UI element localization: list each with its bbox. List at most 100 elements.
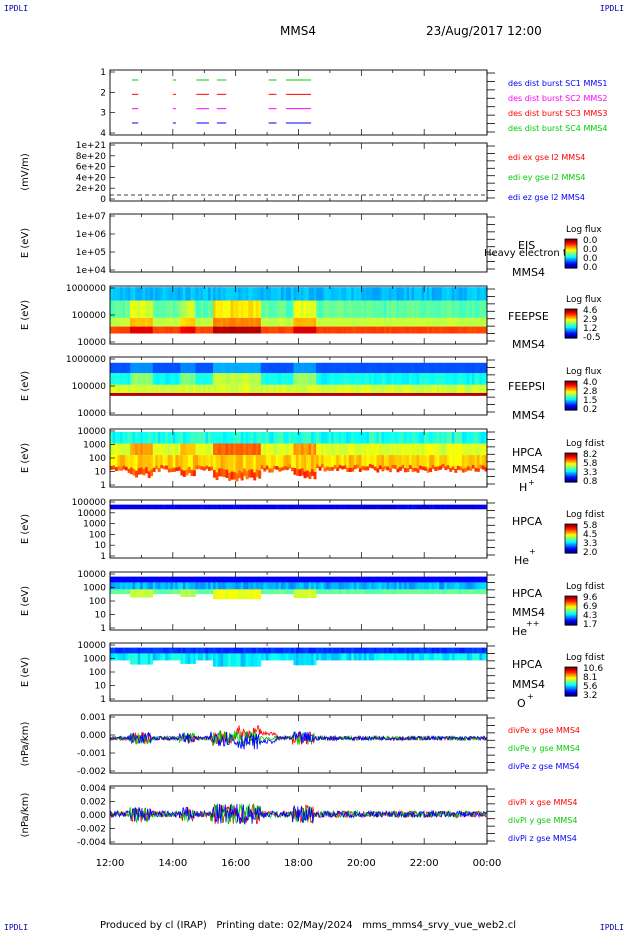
spectrogram-cell <box>285 287 289 301</box>
spectrogram-cell <box>426 504 430 510</box>
spectrogram-cell <box>218 326 221 334</box>
spectrogram-cell <box>366 431 370 444</box>
spectrogram-cell <box>165 647 169 654</box>
spectrogram-cell <box>210 443 214 456</box>
spectrogram-cell <box>280 326 284 334</box>
colorbar-segment <box>565 313 577 316</box>
colorbar-segment <box>565 455 577 458</box>
spectrogram-cell <box>391 653 395 661</box>
colorbar-segment <box>565 244 577 247</box>
spectrogram-cell <box>275 333 279 343</box>
spectrogram-cell <box>404 326 407 334</box>
spectrogram-cell <box>275 443 279 456</box>
spectrogram-cell <box>338 443 342 456</box>
spectrogram-cell <box>260 589 264 595</box>
spectrogram-cell <box>187 576 191 583</box>
spectrogram-cell <box>265 326 269 334</box>
spectrogram-cell <box>182 443 186 456</box>
spectrogram-cell <box>238 373 242 385</box>
spectrogram-cell <box>444 392 448 396</box>
spectrogram-cell <box>215 647 219 654</box>
spectrogram-cell <box>401 333 405 343</box>
spectrogram-cell <box>202 504 206 510</box>
spectrogram-cell <box>424 431 428 444</box>
spectrogram-cell <box>308 300 312 318</box>
spectrogram-cell <box>135 653 139 665</box>
spectrogram-cell <box>353 300 357 318</box>
spectrogram-cell <box>308 392 312 396</box>
spectrogram-cell <box>333 287 337 301</box>
spectrogram-cell <box>265 333 269 343</box>
spectrogram-cell <box>318 653 322 661</box>
colorbar-tick-label: 0.2 <box>583 405 597 415</box>
spectrogram-cell <box>439 384 443 393</box>
spectrogram-cell <box>230 504 234 510</box>
spectrogram-cell <box>202 589 206 595</box>
spectrogram-cell <box>306 504 309 510</box>
spectrogram-cell <box>180 576 184 583</box>
spectrogram-cell <box>253 300 257 318</box>
legend-entry: divPe x gse MMS4 <box>508 726 580 735</box>
spectrogram-cell <box>426 373 430 385</box>
spectrogram-cell <box>321 362 325 374</box>
spectrogram-cell <box>346 392 350 396</box>
spectrogram-cell <box>479 576 483 583</box>
spectrogram-cell <box>120 653 123 661</box>
spectrogram-cell <box>238 455 242 471</box>
spectrogram-cell <box>190 576 194 583</box>
spectrogram-cell <box>328 455 332 468</box>
spectrogram-cell <box>160 392 164 396</box>
spectrogram-cell <box>235 287 239 301</box>
spectrogram-cell <box>449 431 453 444</box>
spectrogram-cell <box>401 653 405 661</box>
spectrogram-cell <box>426 362 430 374</box>
spectrogram-cell <box>112 384 116 393</box>
spectrogram-cell <box>285 392 289 396</box>
spectrogram-cell <box>258 317 262 327</box>
spectrogram-cell <box>331 384 335 393</box>
spectrogram-cell <box>313 362 317 374</box>
spectrogram-cell <box>192 317 196 327</box>
spectrogram-cell <box>429 647 433 654</box>
spectrogram-cell <box>461 589 465 595</box>
spectrogram-cell <box>466 443 470 456</box>
spectrogram-cell <box>311 333 314 343</box>
spectrogram-cell <box>394 653 397 661</box>
spectrogram-cell <box>195 300 199 318</box>
y-tick-label: 0.000 <box>80 811 106 821</box>
spectrogram-cell <box>391 431 395 444</box>
spectrogram-cell <box>391 582 395 590</box>
spectrogram-cell <box>243 455 247 469</box>
spectrogram-cell <box>313 392 317 396</box>
spectrogram-cell <box>363 326 367 334</box>
spectrogram-cell <box>290 647 294 654</box>
spectrogram-cell <box>280 362 284 374</box>
spectrogram-cell <box>318 333 322 343</box>
spectrogram-cell <box>112 392 116 396</box>
spectrogram-cell <box>293 300 297 318</box>
spectrogram-cell <box>333 455 337 466</box>
spectrogram-cell <box>260 653 264 661</box>
spectrogram-cell <box>363 589 367 595</box>
spectrogram-cell <box>456 504 460 510</box>
spectrogram-cell <box>268 287 272 301</box>
spectrogram-cell <box>394 287 397 301</box>
spectrogram-cell <box>245 431 249 444</box>
spectrogram-cell <box>255 287 259 301</box>
spectrogram-cell <box>177 504 181 510</box>
spectrogram-cell <box>481 589 485 595</box>
spectrogram-cell <box>386 333 390 343</box>
spectrogram-cell <box>177 466 181 471</box>
colorbar-segment <box>565 597 577 600</box>
colorbar-tick-label: 6.9 <box>583 602 598 612</box>
spectrogram-cell <box>406 326 410 334</box>
spectrogram-cell <box>439 504 443 510</box>
spectrogram-cell <box>391 326 395 334</box>
spectrogram-cell <box>351 317 355 327</box>
spectrogram-cell <box>293 431 297 444</box>
spectrogram-cell <box>258 647 262 654</box>
spectrogram-cell <box>197 576 201 583</box>
spectrogram-cell <box>295 333 299 343</box>
spectrogram-cell <box>170 362 174 374</box>
spectrogram-cell <box>454 647 458 654</box>
